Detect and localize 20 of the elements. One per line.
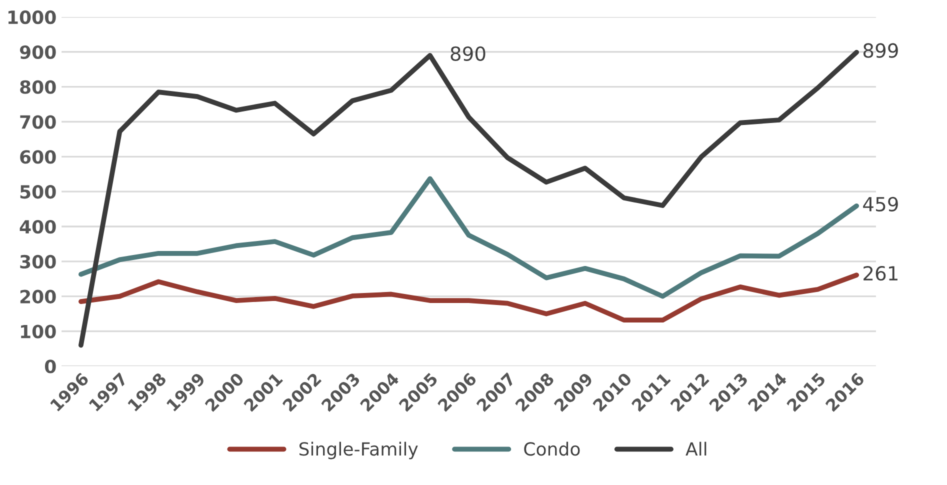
legend-label: Condo [524, 442, 580, 456]
line-series [78, 176, 860, 299]
y-tick-label: 300 [20, 254, 56, 269]
y-tick-label: 500 [20, 185, 56, 199]
data-label: 261 [864, 266, 898, 281]
y-tick-label: 700 [20, 115, 56, 129]
y-tick-label: 800 [20, 80, 56, 94]
y-tick-label: 900 [20, 45, 56, 60]
y-tick-label: 100 [21, 324, 56, 338]
legend-label: Single-Family [299, 442, 418, 460]
data-label: 890 [450, 46, 486, 62]
data-label: 899 [863, 43, 898, 58]
legend-label: All [686, 442, 706, 456]
y-tick-label: 1000 [8, 10, 56, 24]
data-label: 459 [863, 196, 898, 212]
line-series [78, 272, 860, 323]
y-tick-label: 0 [44, 360, 56, 374]
y-tick-label: 600 [20, 150, 56, 164]
y-tick-label: 400 [20, 220, 56, 234]
y-tick-label: 200 [20, 290, 56, 304]
